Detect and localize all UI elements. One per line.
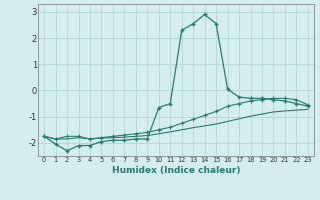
X-axis label: Humidex (Indice chaleur): Humidex (Indice chaleur) <box>112 166 240 175</box>
